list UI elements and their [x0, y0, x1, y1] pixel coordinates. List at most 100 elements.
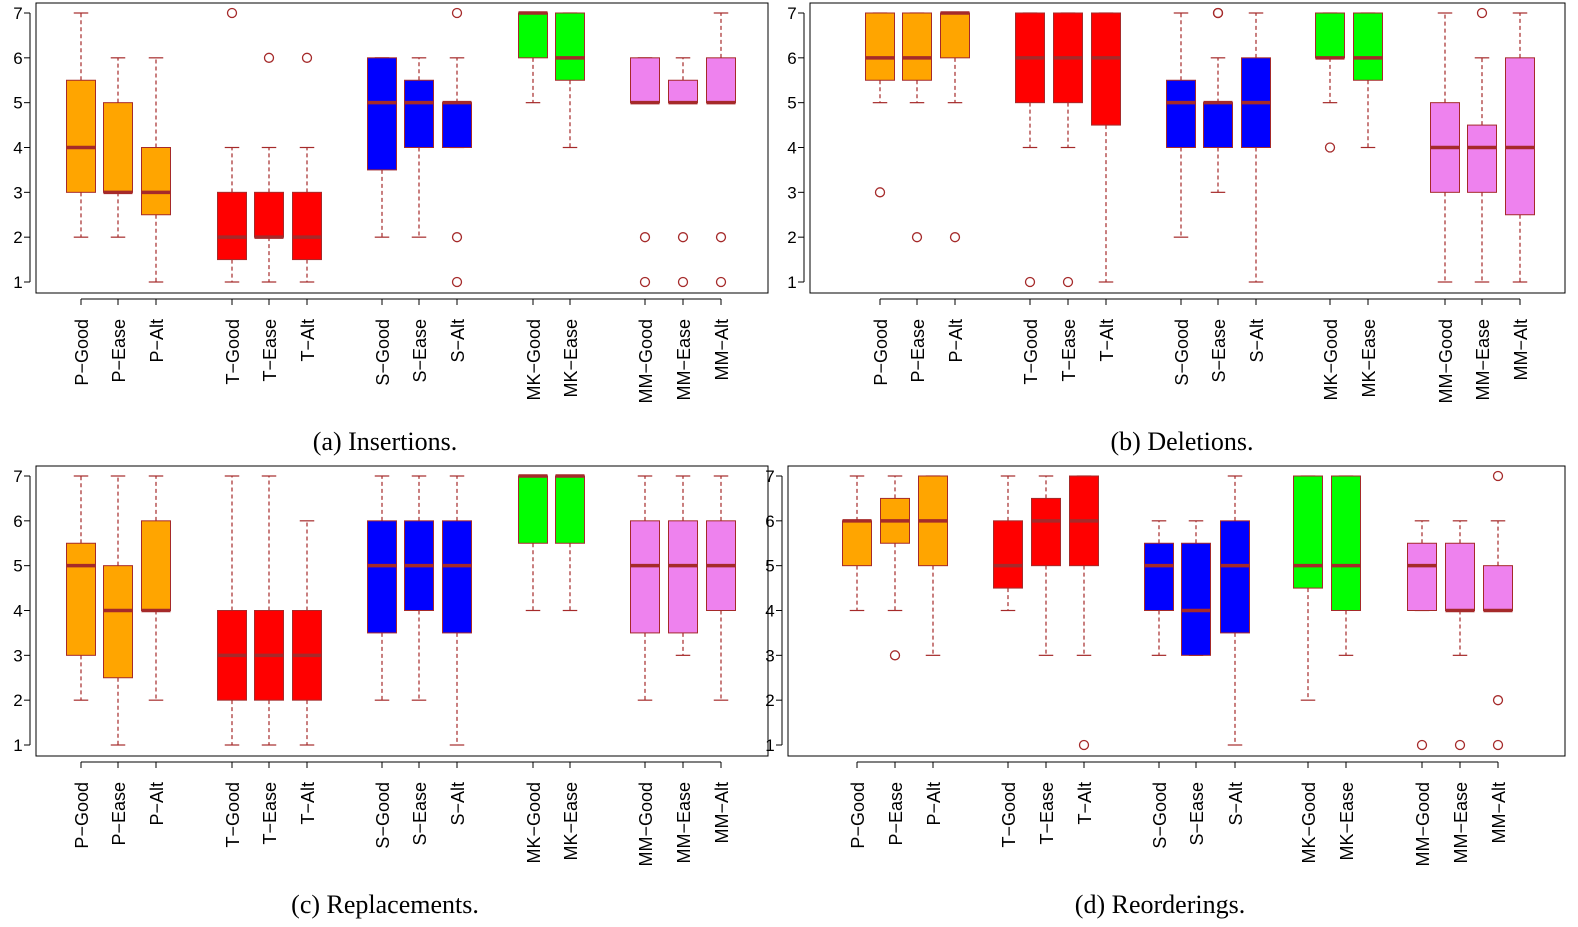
iqr-box	[668, 520, 698, 634]
box-s-good	[1144, 520, 1174, 656]
x-tick-label: MM−Alt	[1489, 782, 1509, 844]
box-p-alt	[141, 57, 171, 283]
box-mk-ease	[1353, 12, 1383, 149]
x-tick-label: P−Ease	[886, 782, 906, 846]
x-tick-label: MK−Good	[1299, 782, 1319, 864]
y-axis: 1 2 3 4 5 6 7	[765, 467, 783, 755]
iqr-box	[555, 12, 585, 81]
x-tick-label: MM−Good	[636, 319, 656, 404]
outlier-point	[1416, 739, 1428, 751]
iqr-box	[292, 191, 322, 261]
y-tick-label: 5	[787, 94, 796, 113]
x-tick-label: T−Alt	[298, 319, 318, 362]
iqr-box	[1467, 124, 1497, 193]
y-axis: 1 2 3 4 5 6 7	[787, 4, 805, 292]
outlier-point	[1454, 739, 1466, 751]
y-tick-label: 2	[787, 228, 796, 247]
y-tick-label: 1	[787, 273, 796, 292]
box-mm-ease	[668, 475, 698, 656]
outlier-point	[874, 187, 886, 198]
iqr-box	[141, 520, 171, 611]
box-t-good	[217, 7, 247, 283]
box-p-ease	[103, 475, 133, 746]
y-tick-label: 4	[765, 602, 774, 621]
iqr-box	[1181, 542, 1211, 656]
iqr-box	[217, 191, 247, 261]
x-tick-label: MM−Ease	[1451, 782, 1471, 864]
iqr-box	[940, 12, 970, 59]
x-tick-label: S−Ease	[410, 782, 430, 846]
x-tick-label: P−Good	[848, 782, 868, 849]
box-mm-alt	[1483, 470, 1513, 751]
outlier-point	[451, 7, 463, 19]
box-t-good	[217, 475, 247, 746]
x-tick-label: MK−Good	[524, 782, 544, 864]
x-tick-label: MK−Good	[524, 319, 544, 401]
iqr-box	[668, 79, 698, 104]
iqr-box	[1353, 12, 1383, 81]
outlier-point	[1212, 7, 1224, 19]
y-tick-label: 1	[13, 273, 22, 292]
iqr-box	[865, 12, 895, 81]
iqr-box	[1293, 475, 1323, 589]
plot-frame	[809, 2, 1566, 294]
box-mm-good	[1430, 12, 1460, 283]
panel-replacements: (c) Replacements. 1 2 3 4 5 6 7 P−Good P−Ease P−A…	[13, 465, 769, 919]
outlier-point	[715, 232, 727, 243]
x-tick-label: P−Good	[72, 782, 92, 849]
x-tick-label: P−Alt	[924, 782, 944, 826]
iqr-box	[442, 520, 472, 634]
outlier-point	[911, 232, 923, 243]
x-tick-label: MM−Ease	[674, 319, 694, 401]
y-tick-label: 4	[13, 139, 22, 158]
x-tick-label: MM−Alt	[1511, 319, 1531, 381]
iqr-box	[902, 12, 932, 81]
x-tick-label: S−Alt	[448, 319, 468, 363]
outlier-point	[639, 232, 651, 243]
box-mm-alt	[1505, 12, 1535, 283]
box-t-alt	[1091, 12, 1121, 283]
iqr-box	[404, 79, 434, 148]
y-tick-label: 6	[787, 49, 796, 68]
y-tick-label: 2	[765, 691, 774, 710]
panel-title-insertions: (a) Insertions.	[313, 427, 457, 456]
y-tick-label: 7	[787, 4, 796, 23]
box-mk-ease	[1331, 475, 1361, 656]
iqr-box	[1331, 475, 1361, 611]
x-tick-label: MM−Ease	[674, 782, 694, 864]
outlier-point	[1078, 739, 1090, 751]
y-tick-label: 3	[765, 646, 774, 665]
iqr-box	[1031, 497, 1061, 567]
y-tick-label: 6	[13, 512, 22, 531]
y-tick-label: 4	[13, 602, 22, 621]
box-p-ease	[902, 12, 932, 243]
box-t-alt	[292, 52, 322, 283]
box-t-ease	[254, 475, 284, 746]
x-tick-label: MK−Ease	[561, 319, 581, 398]
y-axis: 1 2 3 4 5 6 7	[13, 467, 31, 755]
x-tick-label: P−Ease	[908, 319, 928, 383]
box-mk-ease	[555, 474, 585, 612]
panel-title-reorderings: (d) Reorderings.	[1075, 890, 1245, 919]
box-s-alt	[1241, 12, 1271, 283]
outlier-point	[1492, 695, 1504, 706]
box-t-ease	[1053, 12, 1083, 288]
outlier-point	[226, 7, 238, 19]
box-mk-good	[518, 474, 548, 612]
x-tick-label: T−Good	[1021, 319, 1041, 385]
x-tick-label: S−Good	[373, 782, 393, 849]
x-tick-label: MM−Alt	[712, 319, 732, 381]
outlier-point	[1024, 276, 1036, 288]
iqr-box	[1483, 565, 1513, 612]
y-tick-label: 3	[13, 646, 22, 665]
box-p-alt	[918, 475, 948, 656]
x-tick-label: S−Good	[1172, 319, 1192, 386]
x-tick-label: P−Good	[871, 319, 891, 386]
iqr-box	[66, 79, 96, 193]
box-mk-good	[518, 11, 548, 104]
x-tick-label: T−Good	[223, 319, 243, 385]
y-tick-label: 2	[13, 228, 22, 247]
x-tick-label: P−Alt	[147, 782, 167, 826]
iqr-box	[1091, 12, 1121, 126]
